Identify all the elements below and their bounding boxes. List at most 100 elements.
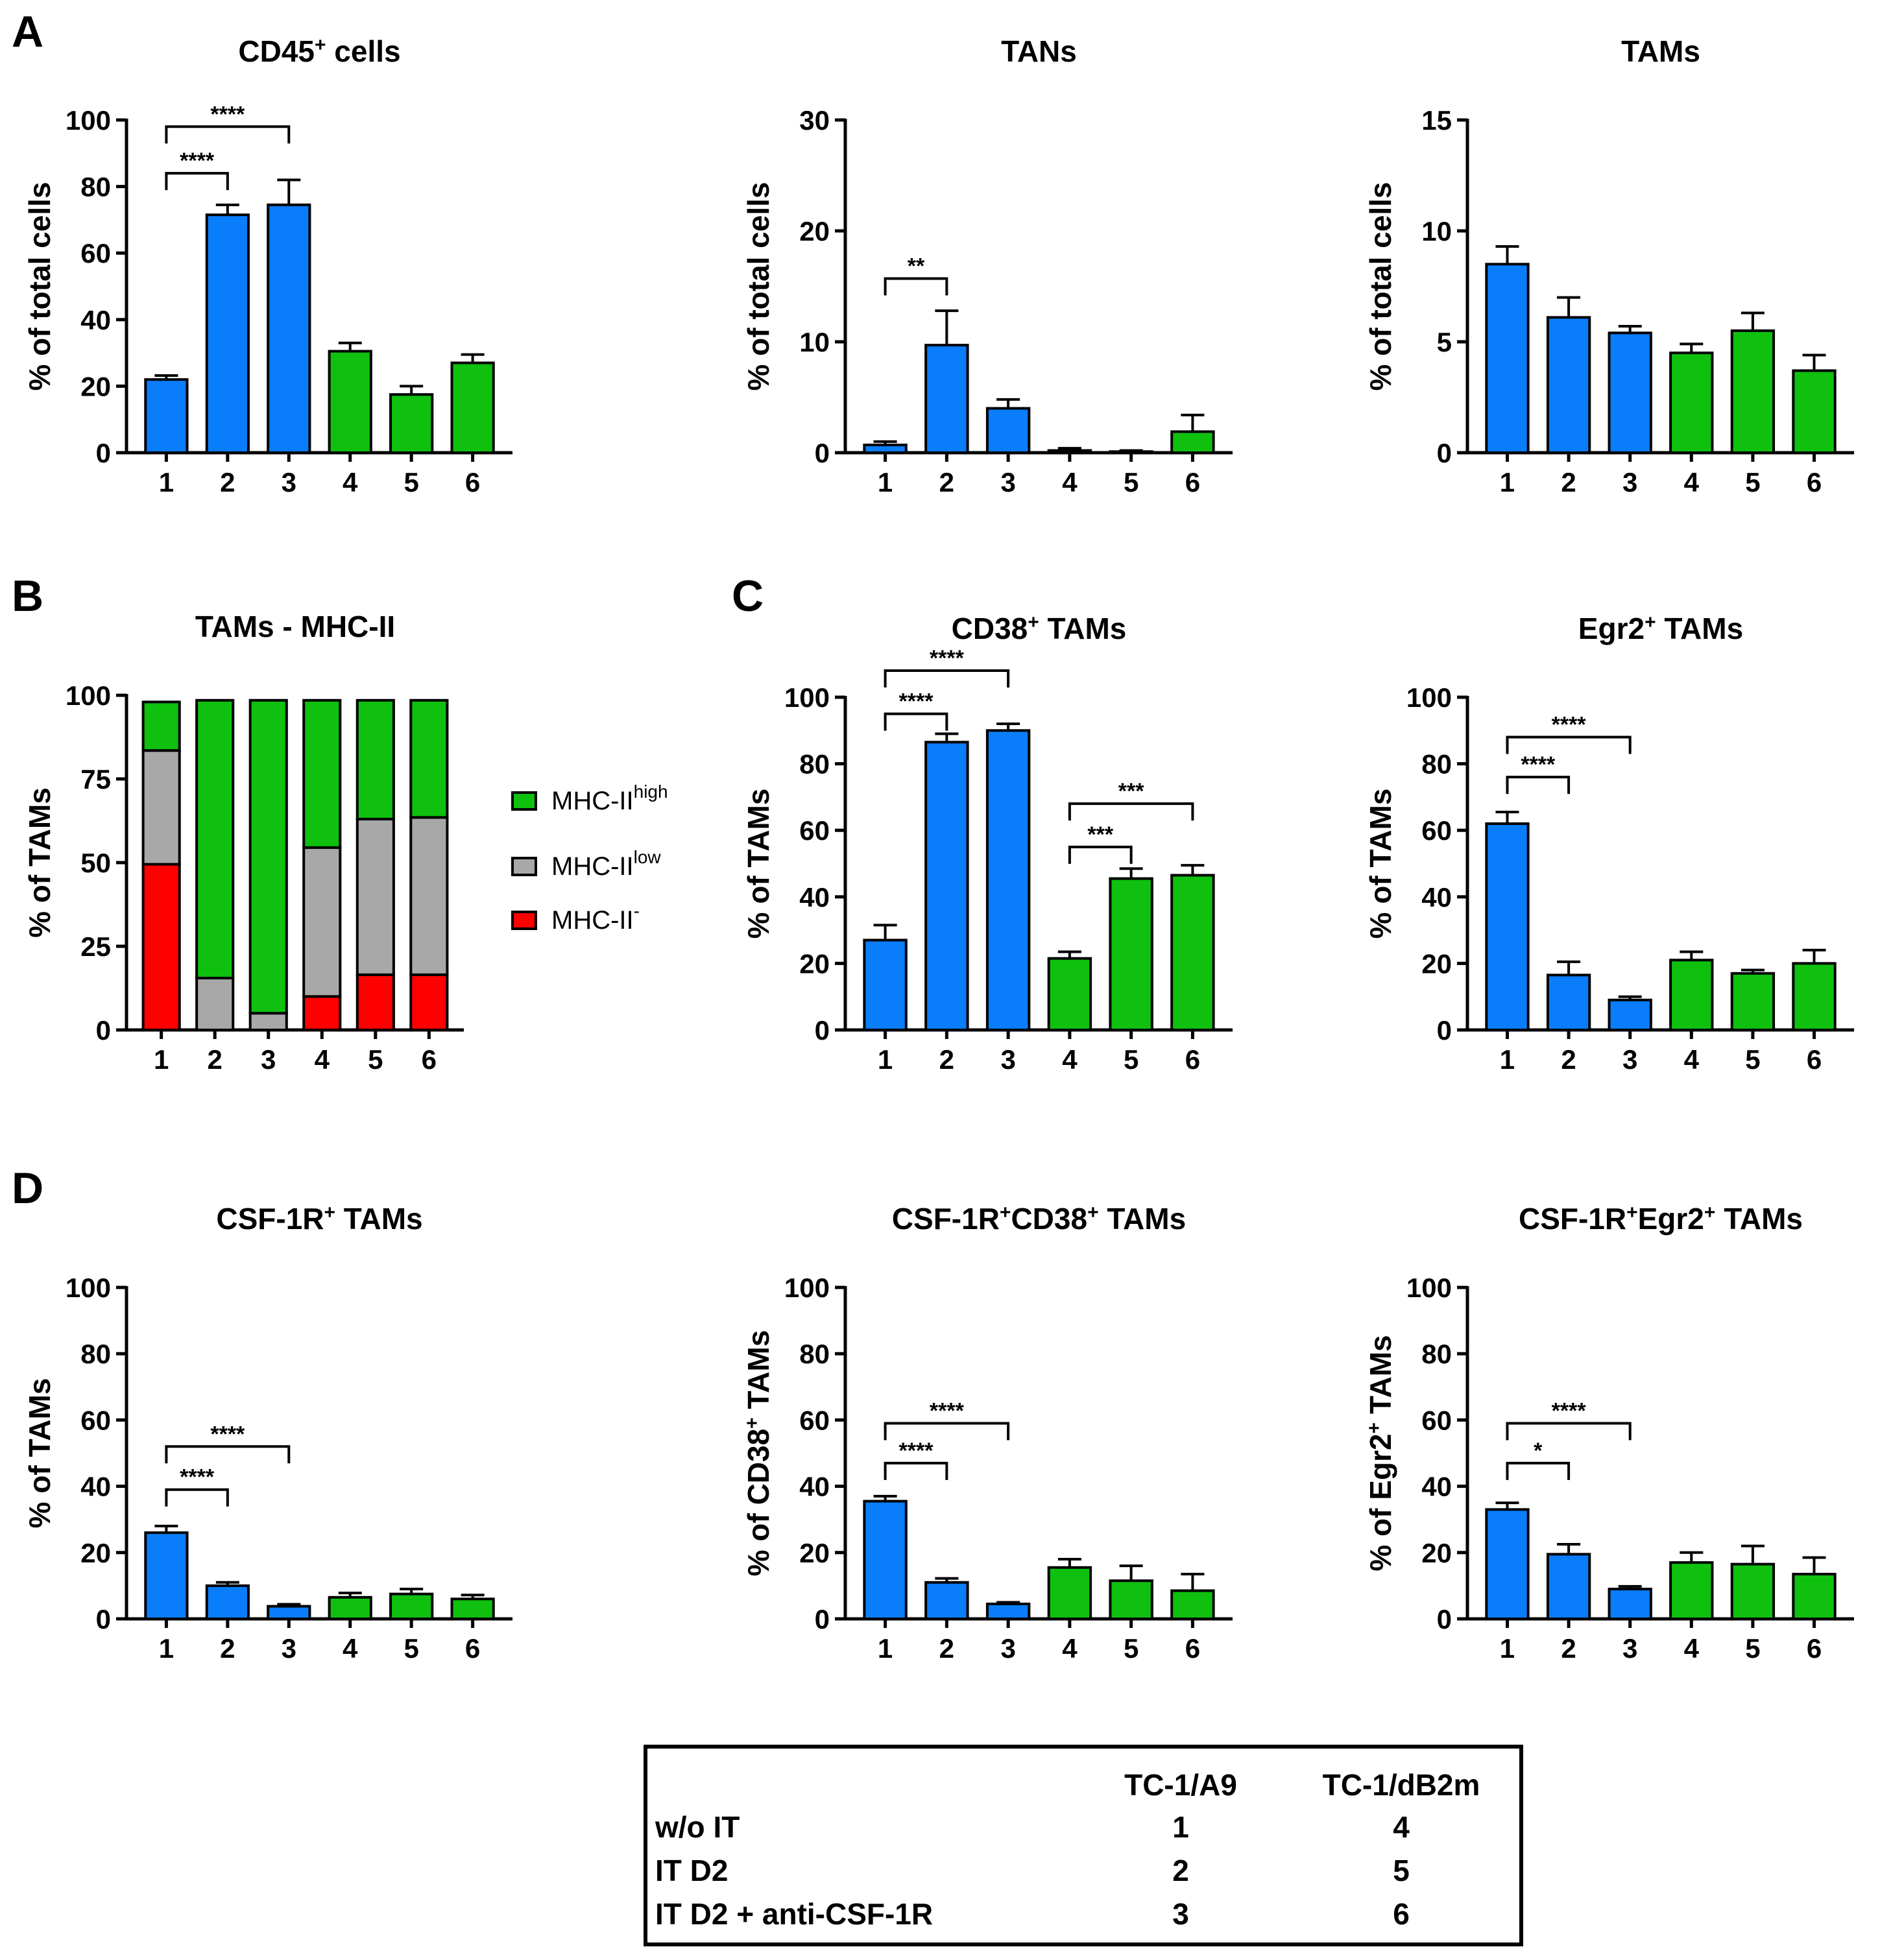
- x-tick-label: 6: [422, 1044, 437, 1075]
- bar-segment-mhc-high: [141, 700, 181, 752]
- y-tick-label: 40: [799, 1472, 830, 1502]
- significance-bracket: [165, 1445, 291, 1464]
- y-tick-label: 20: [80, 371, 111, 401]
- y-tick-label: 80: [1421, 749, 1452, 780]
- y-tick-label: 0: [1437, 438, 1452, 468]
- bar-4: [1047, 957, 1092, 1031]
- panel-letter-a: A: [12, 7, 43, 56]
- bar-5: [389, 1592, 434, 1621]
- y-tick-label: 0: [1437, 1015, 1452, 1046]
- group-table: TC-1/A9 TC-1/dB2m w/o IT 1 4 IT D2 2 5 I…: [644, 1745, 1523, 1946]
- bar-3: [985, 407, 1031, 454]
- chart-d3: CSF-1R+Egr2+ TAMs % of Egr2+ TAMs 0 20 40 60 8…: [1364, 1202, 1854, 1664]
- significance-bracket: [1068, 802, 1194, 821]
- x-tick-label: 5: [404, 1633, 418, 1664]
- y-tick-label: 0: [96, 1604, 111, 1634]
- bar-2: [1546, 316, 1591, 454]
- bar-3: [985, 729, 1031, 1032]
- chart-d1: D CSF-1R+ TAMs % of TAMs 0 20 40 60 80 100 1 2 3 4 5 6…: [12, 1164, 512, 1664]
- chart-c1: C CD38+ TAMs % of TAMs 0 20 40 60 80 100 1 2 3 4 5 6 **…: [732, 571, 1233, 1075]
- bar-3: [1608, 998, 1652, 1031]
- x-tick-label: 5: [1745, 467, 1760, 497]
- x-tick-label: 6: [1807, 467, 1822, 497]
- bar-segment-mhc-high: [355, 699, 395, 820]
- y-tick-label: 10: [1421, 216, 1452, 246]
- y-tick-label: 100: [1406, 682, 1452, 713]
- bar-segment-mhc-high: [409, 699, 449, 819]
- x-tick-label: 4: [343, 1633, 358, 1664]
- bar-2: [924, 1581, 969, 1621]
- x-tick-label: 4: [1684, 1633, 1700, 1664]
- significance-label: ****: [180, 149, 215, 173]
- bar-2: [1546, 974, 1591, 1031]
- bar-5: [389, 393, 434, 454]
- x-tick-label: 4: [1684, 1044, 1700, 1075]
- bar-segment-mhc-low: [141, 749, 181, 866]
- significance-bracket: [884, 277, 948, 296]
- chart-d2: CSF-1R+CD38+ TAMs % of CD38+ TAMs 0 20 40 60 8…: [741, 1202, 1233, 1664]
- y-axis-label: % of TAMs: [23, 1378, 56, 1529]
- bar-segment-mhc-neg: [302, 995, 342, 1032]
- chart-c2: Egr2+ TAMs % of TAMs 0 20 40 60 80 100 1 2 3 4 5 6 ***…: [1364, 612, 1854, 1075]
- group-table-row-label: IT D2: [655, 1854, 728, 1887]
- x-tick-label: 3: [1000, 1044, 1015, 1075]
- bar-1: [863, 444, 908, 455]
- y-axis-label: % of CD38+ TAMs: [741, 1330, 775, 1577]
- x-tick-label: 4: [315, 1044, 330, 1075]
- x-tick-label: 4: [1062, 1633, 1078, 1664]
- significance-label: ***: [1087, 822, 1113, 847]
- y-tick-label: 80: [80, 1339, 111, 1369]
- x-tick-label: 4: [1062, 467, 1078, 497]
- bar-3: [267, 1605, 311, 1621]
- y-axis-label: % of Egr2+ TAMs: [1364, 1335, 1397, 1571]
- bar-5: [1109, 1579, 1153, 1621]
- bar-5: [1730, 1562, 1776, 1621]
- x-tick-label: 2: [220, 1633, 235, 1664]
- x-tick-label: 4: [1684, 467, 1700, 497]
- x-tick-label: 3: [1622, 467, 1637, 497]
- chart-title: CD45+ cells: [238, 34, 400, 68]
- x-tick-label: 2: [939, 467, 954, 497]
- bar-1: [863, 1500, 908, 1620]
- legend-label: MHC-II-: [551, 901, 640, 935]
- bar-segment-mhc-neg: [355, 973, 395, 1031]
- y-tick-label: 80: [799, 1339, 830, 1369]
- bar-5: [1730, 329, 1776, 454]
- x-tick-label: 2: [1561, 1044, 1576, 1075]
- bar-2: [924, 741, 969, 1031]
- y-tick-label: 15: [1421, 105, 1452, 136]
- bar-6: [1792, 369, 1837, 455]
- significance-bracket: [884, 1422, 1010, 1440]
- x-tick-label: 3: [1622, 1633, 1637, 1664]
- chart-a2: TANs % of total cells 0 10 20 30 1 2 3 4 5 6 **: [741, 34, 1233, 497]
- bar-4: [1047, 1566, 1092, 1620]
- y-tick-label: 30: [799, 105, 830, 136]
- y-tick-label: 100: [784, 1273, 830, 1303]
- y-tick-label: 100: [784, 682, 830, 713]
- bar-1: [144, 1531, 189, 1620]
- y-tick-label: 60: [80, 1405, 111, 1435]
- panel-letter-d: D: [12, 1164, 43, 1213]
- x-tick-label: 5: [1745, 1044, 1760, 1075]
- x-tick-label: 5: [404, 467, 418, 497]
- y-tick-label: 80: [80, 172, 111, 202]
- significance-bracket: [884, 712, 948, 731]
- x-tick-label: 3: [261, 1044, 276, 1075]
- group-table-cell: 5: [1393, 1854, 1410, 1887]
- significance-label: ****: [1552, 1399, 1587, 1424]
- y-tick-label: 40: [1421, 1472, 1452, 1502]
- legend-swatch-mhc-high: [511, 791, 537, 811]
- chart-title: Egr2+ TAMs: [1578, 612, 1743, 645]
- y-tick-label: 40: [1421, 882, 1452, 913]
- significance-label: ****: [930, 1399, 965, 1424]
- x-tick-label: 1: [878, 1044, 893, 1075]
- bar-1: [863, 938, 908, 1031]
- bar-4: [1669, 959, 1714, 1032]
- bar-2: [924, 344, 969, 454]
- bar-6: [1792, 962, 1837, 1032]
- x-tick-label: 1: [878, 1633, 893, 1664]
- significance-bracket: [884, 1461, 948, 1480]
- group-table-cell: 2: [1172, 1854, 1189, 1887]
- bar-segment-mhc-neg: [409, 973, 449, 1031]
